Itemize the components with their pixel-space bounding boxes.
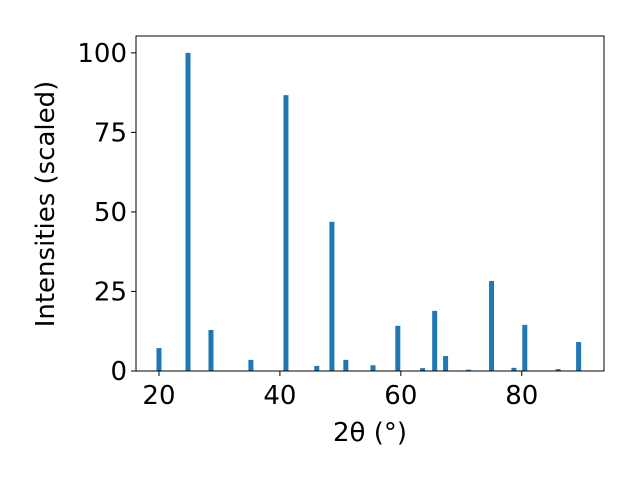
bar [443, 356, 449, 371]
plot-frame [135, 35, 605, 372]
y-tick-label: 75 [94, 118, 127, 148]
bar [489, 280, 495, 371]
bar [248, 359, 254, 371]
bar [314, 365, 320, 371]
bar [370, 365, 376, 371]
bar [466, 369, 472, 371]
bar [283, 95, 289, 371]
bar [156, 348, 162, 371]
bar [185, 52, 191, 371]
x-tick-label: 20 [142, 381, 175, 411]
y-tick-label: 100 [77, 39, 127, 69]
y-tick-label: 25 [94, 277, 127, 307]
bar [522, 324, 528, 371]
bar [208, 329, 214, 371]
bar [432, 310, 438, 371]
bar [329, 221, 335, 371]
x-tick-label: 60 [384, 381, 417, 411]
bar [555, 369, 561, 371]
y-tick-label: 0 [110, 357, 127, 387]
x-tick-label: 80 [505, 381, 538, 411]
y-tick-label: 50 [94, 198, 127, 228]
bar [420, 368, 426, 371]
bar [343, 359, 349, 371]
y-axis-label: Intensities (scaled) [31, 81, 61, 328]
bar [576, 342, 582, 371]
bar [395, 325, 401, 371]
bar [511, 367, 517, 371]
x-tick-label: 40 [263, 381, 296, 411]
x-axis-label: 2θ (°) [333, 418, 407, 448]
